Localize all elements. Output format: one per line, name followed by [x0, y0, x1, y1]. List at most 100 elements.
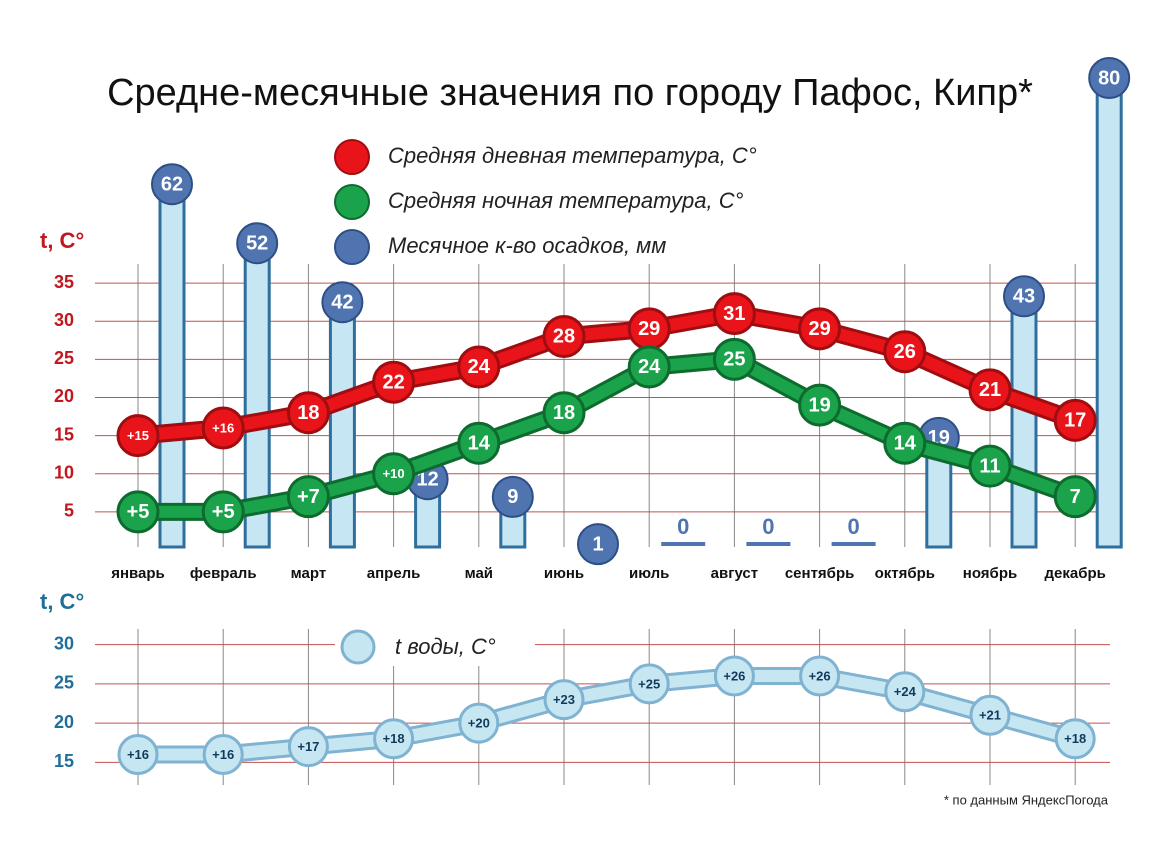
data-label: 0 — [762, 514, 774, 539]
point — [798, 383, 842, 427]
point — [1053, 475, 1097, 519]
data-label: +18 — [1064, 731, 1086, 746]
point — [969, 694, 1011, 736]
point — [372, 452, 416, 496]
data-label: 28 — [553, 326, 575, 348]
bar-label-badge — [491, 475, 534, 518]
y-tick-label: 20 — [54, 712, 74, 732]
point — [1054, 718, 1096, 760]
data-label: 0 — [847, 514, 859, 539]
data-label: 80 — [1098, 67, 1120, 89]
data-label: +21 — [979, 708, 1001, 723]
y-tick-label: 30 — [54, 310, 74, 330]
data-label: 19 — [808, 394, 830, 416]
data-label: 1 — [592, 533, 603, 555]
legend-marker — [340, 629, 376, 665]
point — [542, 391, 586, 435]
bar-label-badge — [577, 523, 619, 566]
legend-marker — [334, 139, 370, 175]
y-tick-label: 5 — [64, 501, 74, 521]
data-label: 9 — [507, 486, 518, 508]
y-tick-label: 25 — [54, 673, 74, 693]
point — [287, 726, 329, 768]
chart-title: Средне-месячные значения по городу Пафос… — [107, 72, 1033, 114]
bar — [158, 182, 186, 549]
bar-label-badge — [321, 281, 364, 324]
point — [627, 345, 671, 389]
legend-label: Средняя дневная температура, С° — [388, 143, 757, 168]
x-tick-label: июнь — [544, 565, 584, 582]
data-label: 52 — [246, 232, 268, 254]
legend-marker — [334, 229, 370, 265]
y-tick-label: 35 — [54, 272, 74, 292]
point — [798, 307, 842, 351]
point — [968, 368, 1012, 412]
data-label: +7 — [297, 486, 320, 508]
data-label: 42 — [331, 291, 353, 313]
data-label: +16 — [127, 747, 149, 762]
footnote: * по данным ЯндексПогода — [944, 792, 1109, 807]
x-tick-label: ноябрь — [963, 565, 1017, 582]
y-tick-label: 25 — [54, 348, 74, 368]
data-label: 26 — [894, 341, 916, 363]
data-label: 0 — [677, 514, 689, 539]
data-label: +16 — [212, 747, 234, 762]
point — [202, 733, 244, 775]
x-tick-label: август — [711, 565, 758, 582]
data-label: 7 — [1070, 486, 1081, 508]
point — [968, 444, 1012, 488]
data-label: +23 — [553, 692, 575, 707]
x-tick-label: февраль — [190, 565, 257, 582]
data-label: +20 — [468, 716, 490, 731]
data-label: +5 — [212, 501, 235, 523]
point — [457, 345, 501, 389]
data-label: 29 — [638, 318, 660, 340]
point — [799, 655, 841, 697]
data-label: 22 — [382, 371, 404, 393]
bar-label-badge — [1003, 275, 1045, 318]
data-label: 24 — [638, 356, 661, 378]
x-tick-label: июль — [629, 565, 669, 582]
legend-label: Месячное к-во осадков, мм — [388, 233, 666, 258]
data-label: 12 — [416, 468, 438, 490]
point — [543, 679, 585, 721]
point — [883, 330, 927, 374]
y-axis-label: t, C° — [40, 228, 84, 253]
data-label: +10 — [383, 466, 405, 481]
x-tick-label: сентябрь — [785, 565, 855, 582]
point — [712, 337, 756, 381]
data-label: 18 — [297, 402, 319, 424]
data-label: 29 — [808, 318, 830, 340]
bar — [328, 300, 356, 549]
x-tick-label: апрель — [367, 565, 421, 582]
y-tick-label: 30 — [54, 633, 74, 653]
point — [542, 314, 586, 358]
x-tick-label: декабрь — [1045, 565, 1106, 582]
x-tick-label: март — [291, 565, 327, 582]
bar — [1095, 76, 1123, 549]
point — [201, 490, 245, 534]
bar — [1010, 294, 1038, 549]
data-label: +18 — [383, 731, 405, 746]
data-label: 18 — [553, 402, 575, 424]
point — [116, 490, 160, 534]
point — [372, 360, 416, 404]
point — [1053, 398, 1097, 442]
legend-label: t воды, С° — [395, 634, 496, 659]
x-tick-label: май — [465, 565, 493, 582]
data-label: +26 — [723, 668, 745, 683]
data-label: 43 — [1013, 286, 1035, 308]
point — [458, 702, 500, 744]
y-tick-label: 15 — [54, 424, 74, 444]
data-label: 31 — [723, 303, 745, 325]
data-label: +26 — [809, 668, 831, 683]
data-label: +17 — [297, 739, 319, 754]
point — [286, 475, 330, 519]
bar-label-badge — [151, 163, 193, 206]
point — [712, 292, 756, 336]
data-label: 25 — [723, 349, 745, 371]
y-tick-label: 10 — [54, 462, 74, 482]
legend-label: Средняя ночная температура, С° — [388, 188, 744, 213]
